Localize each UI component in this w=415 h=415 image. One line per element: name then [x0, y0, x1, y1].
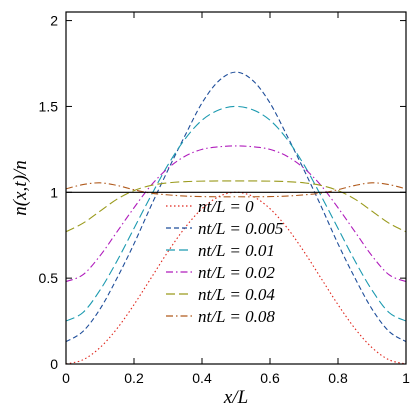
series-line-4 — [66, 180, 406, 233]
x-tick-label: 0.8 — [328, 370, 348, 386]
x-tick-label: 0.2 — [124, 370, 144, 386]
tick-layer: 0 0.2 0.4 0.6 0.8 1 0 0.5 1 1.5 2 — [39, 12, 410, 386]
x-tick-label: 0.4 — [192, 370, 212, 386]
series-line-2 — [66, 105, 406, 322]
y-tick-label: 0 — [50, 356, 58, 372]
y-tick-label: 0.5 — [39, 270, 59, 286]
x-axis-title: x/L — [223, 387, 248, 408]
legend: nt/L = 0 nt/L = 0.005 nt/L = 0.01 nt/L = 0.… — [166, 197, 283, 326]
y-tick-label: 2 — [50, 13, 58, 29]
y-tick-label: 1.5 — [39, 98, 59, 114]
series-line-3 — [66, 145, 406, 283]
series-line-5 — [66, 182, 406, 198]
plot-frame — [65, 11, 407, 365]
series-layer — [66, 71, 406, 364]
x-tick-label: 1 — [402, 370, 410, 386]
x-tick-label: 0.6 — [260, 370, 280, 386]
y-axis-title: n(x,t)/n — [10, 160, 31, 215]
x-tick-label: 0 — [62, 370, 70, 386]
legend-label-2: nt/L = 0.01 — [198, 241, 275, 260]
series-line-1 — [66, 71, 406, 343]
legend-label-1: nt/L = 0.005 — [198, 219, 283, 238]
legend-label-3: nt/L = 0.02 — [198, 263, 275, 282]
legend-label-5: nt/L = 0.08 — [198, 307, 275, 326]
series-line-0 — [66, 191, 406, 364]
legend-label-0: nt/L = 0 — [198, 197, 254, 216]
legend-label-4: nt/L = 0.04 — [198, 285, 275, 304]
y-tick-label: 1 — [50, 184, 58, 200]
